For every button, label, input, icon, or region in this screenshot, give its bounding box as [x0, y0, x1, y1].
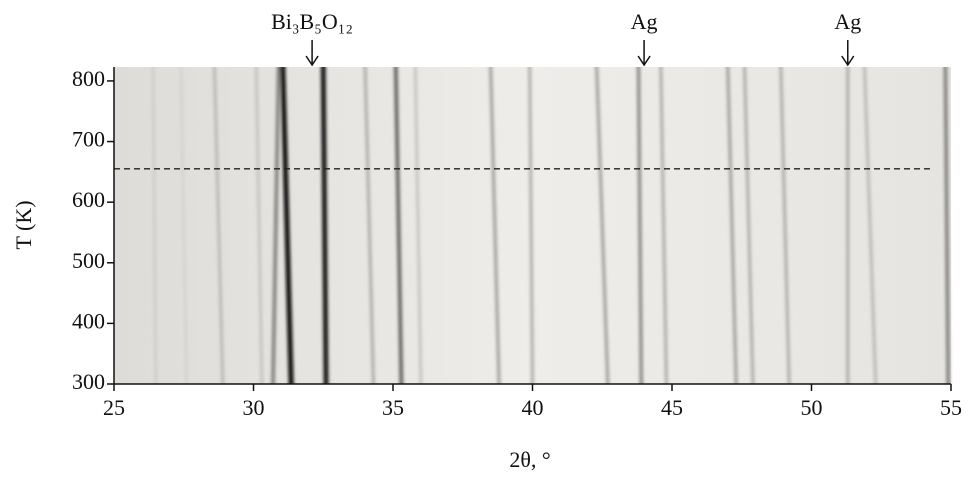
peaks	[151, 66, 950, 385]
diffraction-peak	[489, 66, 501, 385]
diffraction-peak	[659, 66, 668, 385]
annotation-arrowhead	[637, 55, 651, 67]
x-tick-label: 35	[382, 395, 404, 420]
diffraction-peak	[779, 66, 791, 385]
diffraction-peak	[863, 66, 878, 385]
diffraction-peak	[528, 66, 534, 385]
y-tick-label: 400	[72, 308, 105, 333]
diffraction-peak	[254, 66, 264, 385]
diffraction-peak	[943, 66, 950, 385]
y-tick-label: 600	[72, 187, 105, 212]
y-tick-label: 700	[72, 127, 105, 152]
diffraction-peak	[743, 66, 755, 385]
x-tick-label: 30	[243, 395, 265, 420]
x-axis-label: 2θ, °	[509, 447, 550, 472]
diffraction-peak	[271, 66, 281, 385]
diffraction-peak	[179, 66, 188, 385]
diffraction-peak	[151, 66, 158, 385]
annotation-arrowhead	[841, 55, 855, 67]
annotation-arrowhead	[305, 55, 319, 67]
diffraction-peak	[280, 66, 294, 385]
x-tick-label: 50	[801, 395, 823, 420]
diffraction-peak	[363, 66, 375, 385]
diffraction-peak	[595, 66, 610, 385]
y-tick-label: 300	[72, 369, 105, 394]
diffraction-peak	[393, 66, 404, 385]
diffraction-peak	[320, 66, 329, 385]
annotation-label: Ag	[834, 9, 861, 34]
y-tick-label: 800	[72, 66, 105, 91]
x-tick-label: 40	[522, 395, 544, 420]
diffraction-peak	[636, 66, 643, 385]
diffraction-peak	[414, 66, 423, 385]
diffraction-peak	[726, 66, 738, 385]
x-tick-label: 55	[940, 395, 962, 420]
annotation-label: Bi₃B₅O₁₂	[271, 9, 353, 34]
y-tick-label: 500	[72, 248, 105, 273]
y-axis-label: T (K)	[11, 200, 36, 249]
diffraction-peak	[213, 66, 225, 385]
x-tick-label: 45	[661, 395, 683, 420]
x-tick-label: 25	[103, 395, 125, 420]
annotation-label: Ag	[631, 9, 658, 34]
